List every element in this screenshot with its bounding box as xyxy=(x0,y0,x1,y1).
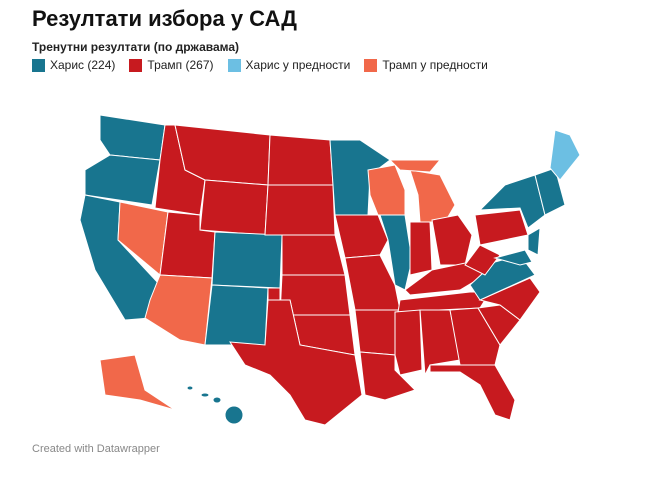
map xyxy=(79,114,581,426)
state xyxy=(549,129,581,181)
subtitle: Тренутни резултати (по државама) xyxy=(32,40,240,54)
state xyxy=(84,154,161,206)
legend-item: Трамп у предности xyxy=(364,58,488,72)
state xyxy=(204,284,269,346)
state xyxy=(449,307,501,366)
legend-swatch xyxy=(129,58,143,72)
state xyxy=(419,309,461,377)
state xyxy=(186,385,194,391)
state xyxy=(464,244,501,276)
legend-swatch xyxy=(364,58,378,72)
state xyxy=(409,169,456,223)
legend-label: Трамп у предности xyxy=(382,58,488,72)
legend-swatch xyxy=(227,58,241,72)
state xyxy=(431,214,473,266)
state xyxy=(367,164,406,216)
legend-label: Харис у предности xyxy=(245,58,351,72)
state xyxy=(229,299,363,426)
state xyxy=(224,405,244,425)
legend-label: Харис (224) xyxy=(50,58,116,72)
state xyxy=(199,179,269,236)
states xyxy=(79,114,581,426)
state xyxy=(334,214,389,259)
state xyxy=(212,396,222,404)
state xyxy=(200,392,210,398)
title: Резултати избора у САД xyxy=(32,6,297,31)
state xyxy=(267,134,334,186)
state xyxy=(478,277,541,321)
legend-item: Трамп (267) xyxy=(129,58,214,72)
state xyxy=(388,159,442,173)
state xyxy=(527,227,541,256)
legend-label: Трамп (267) xyxy=(147,58,214,72)
legend-item: Харис (224) xyxy=(32,58,115,72)
state xyxy=(99,354,176,411)
state xyxy=(394,309,423,376)
legend: Харис (224) Трамп (267) Харис у предност… xyxy=(32,58,488,72)
state xyxy=(493,249,533,266)
state xyxy=(264,184,336,236)
state xyxy=(99,114,166,161)
state xyxy=(211,231,283,289)
legend-item: Харис у предности xyxy=(227,58,351,72)
legend-swatch xyxy=(32,58,45,72)
state xyxy=(534,167,566,216)
state xyxy=(409,221,433,276)
footer: Created with Datawrapper xyxy=(32,443,160,455)
state xyxy=(429,364,516,421)
state xyxy=(474,209,529,246)
state xyxy=(344,254,401,311)
state xyxy=(354,309,401,356)
